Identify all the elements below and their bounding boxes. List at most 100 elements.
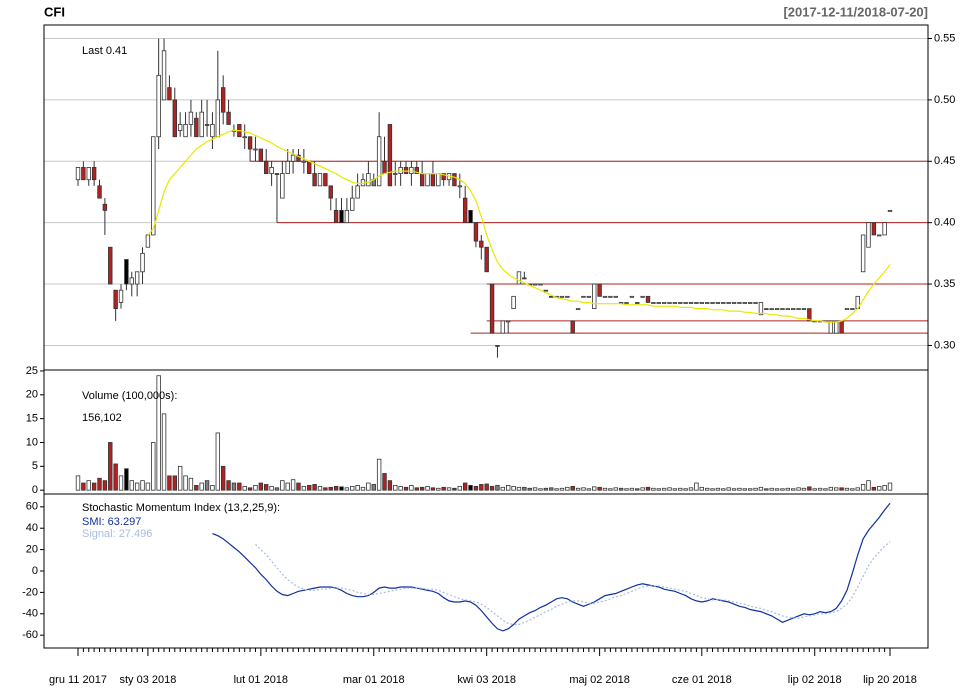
volume-bar — [199, 482, 204, 491]
volume-bar — [285, 482, 290, 491]
volume-bar — [785, 487, 791, 491]
volume-bar — [807, 486, 812, 491]
volume-bar — [699, 486, 704, 491]
volume-bar — [635, 488, 640, 491]
candle-body — [570, 320, 575, 334]
volume-bar — [398, 485, 403, 491]
candle-body — [312, 173, 317, 187]
candle-body — [366, 173, 371, 187]
volume-bar — [489, 485, 495, 491]
candle-body — [145, 234, 151, 248]
volume-bar — [425, 485, 430, 491]
candle-body — [97, 185, 102, 199]
candle-body — [667, 302, 672, 304]
volume-bar — [565, 486, 570, 491]
candle-body — [242, 136, 247, 139]
candle-body — [699, 302, 704, 304]
volume-bar — [204, 480, 210, 491]
x-tick-label: sty 03 2018 — [119, 674, 176, 686]
volume-bar — [269, 485, 274, 491]
volume-bar — [629, 487, 635, 491]
candle-body — [796, 308, 801, 311]
volume-bar — [764, 488, 769, 491]
legend-entry: Signal: 27.496 — [82, 528, 152, 540]
volume-bar — [177, 465, 183, 491]
candle-body — [661, 302, 667, 304]
volume-bar — [124, 468, 129, 491]
volume-bar — [91, 482, 97, 491]
candle-body — [323, 173, 328, 187]
candle-body — [877, 234, 882, 237]
volume-bar — [258, 482, 264, 491]
candle-body — [586, 295, 592, 298]
candle-body — [726, 302, 731, 304]
candle-body — [597, 283, 602, 297]
x-tick-label: mar 01 2018 — [343, 674, 405, 686]
date-range: [2017-12-11/2018-07-20] — [783, 4, 928, 19]
volume-bar — [511, 485, 516, 491]
candle-body — [220, 87, 226, 113]
last-price: Last 0.41 — [82, 45, 127, 57]
candle-body — [500, 320, 506, 334]
volume-bar — [500, 486, 506, 491]
candle-body — [747, 302, 753, 304]
candle-body — [656, 302, 661, 304]
volume-bar — [81, 482, 86, 491]
candle-body — [419, 173, 425, 187]
volume-bar — [371, 484, 376, 491]
candle-body — [75, 167, 81, 181]
y-tick-label: 20 — [26, 389, 38, 401]
volume-bar — [839, 487, 844, 491]
volume-bar — [877, 485, 882, 491]
volume-bar — [602, 487, 608, 491]
candle-body — [645, 295, 651, 303]
volume-last: 156,102 — [82, 412, 122, 424]
candle-body — [204, 124, 210, 126]
candle-body — [613, 295, 618, 298]
y-tick-label: 0.55 — [934, 32, 955, 44]
legend-entry: SMI: 63.297 — [82, 516, 141, 528]
y-tick-label: 0 — [32, 484, 38, 496]
volume-bar — [242, 485, 247, 491]
volume-bar — [613, 487, 618, 491]
candle-body — [333, 209, 339, 224]
candle-body — [247, 136, 253, 150]
volume-bar — [549, 487, 554, 491]
volume-bar — [301, 485, 307, 491]
volume-bar — [414, 487, 419, 491]
y-tick-label: 0.35 — [934, 278, 955, 290]
volume-bar — [527, 487, 532, 491]
volume-bar — [161, 413, 167, 491]
candle-body — [791, 308, 796, 311]
candle-body — [441, 173, 446, 181]
candle-body — [774, 308, 780, 311]
volume-bar — [812, 488, 817, 491]
candle-body — [134, 271, 140, 285]
volume-bar — [661, 487, 667, 491]
volume-bar — [640, 487, 645, 491]
candle-body — [172, 99, 177, 138]
volume-bar — [592, 486, 597, 491]
x-tick-label: cze 01 2018 — [672, 674, 732, 686]
volume-bar — [866, 480, 871, 491]
volume-bar — [817, 487, 823, 491]
candle-body — [393, 173, 398, 175]
volume-bar — [855, 487, 860, 491]
plot-layer: 0.30 0.35 0.40 0.45 0.50 0.55 0 5 10 15 20 25 -60 -40… — [22, 32, 955, 685]
candle-body — [151, 136, 156, 236]
volume-bar — [393, 485, 398, 491]
volume-bar — [220, 465, 226, 491]
volume-bar — [608, 488, 613, 491]
volume-bar — [887, 482, 893, 491]
volume-bar — [672, 488, 678, 491]
candle-body — [280, 173, 285, 199]
candle-body — [301, 160, 307, 163]
candle-body — [355, 185, 360, 199]
candle-body — [866, 222, 871, 248]
volume-bar — [860, 484, 866, 491]
volume-bar — [791, 488, 796, 491]
volume-bar — [495, 485, 500, 491]
volume-bar — [645, 486, 651, 491]
volume-bar — [317, 485, 323, 491]
